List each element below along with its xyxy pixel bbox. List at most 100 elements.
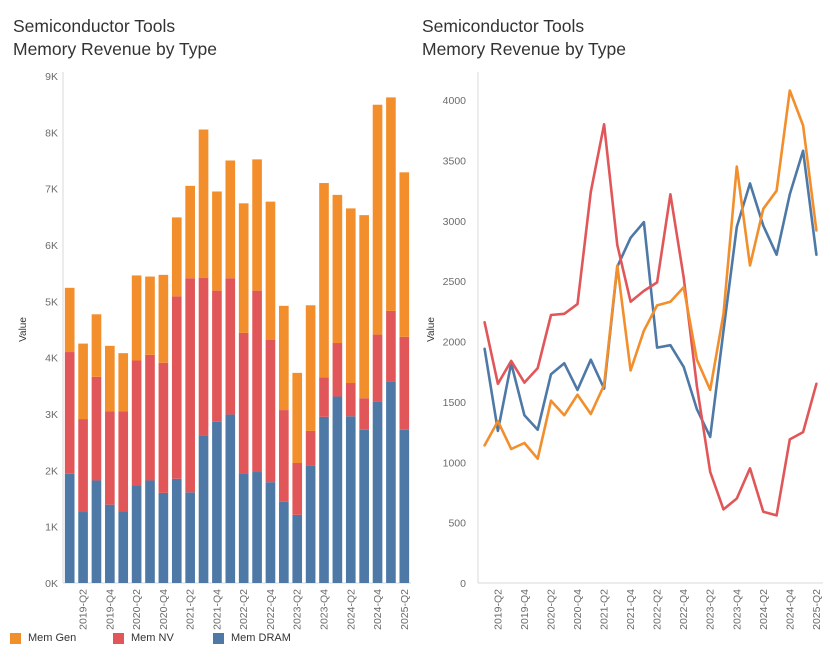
bar-mem-nv-2024-q3	[359, 398, 369, 430]
bar-mem-gen-2023-q4	[319, 183, 329, 378]
bar-mem-nv-2021-q1	[171, 296, 182, 479]
line-x-tick-label: 2023-Q2	[705, 589, 717, 630]
line-x-tick-label: 2020-Q4	[572, 589, 584, 630]
bar-mem-gen-2022-q2	[238, 203, 249, 333]
bar-mem-nv-2022-q4	[265, 339, 276, 483]
bar-y-tick-label: 2K	[45, 465, 58, 477]
bar-mem-gen-2023-q1	[279, 305, 289, 411]
line-y-tick-label: 1000	[443, 457, 467, 469]
bar-x-tick-label: 2023-Q2	[292, 589, 304, 630]
bar-mem-nv-2019-q2	[78, 419, 88, 513]
line-x-tick-label: 2021-Q2	[599, 589, 611, 630]
line-x-tick-label: 2024-Q4	[784, 589, 796, 630]
bar-mem-dram-2024-q2	[345, 416, 356, 583]
line-x-tick-label: 2024-Q2	[758, 589, 770, 630]
bar-mem-dram-2019-q2	[78, 512, 88, 583]
legend-swatch-mem-nv	[113, 632, 124, 644]
bar-mem-gen-2022-q4	[265, 201, 276, 340]
line-y-tick-label: 0	[460, 578, 466, 590]
bar-mem-dram-2024-q3	[359, 429, 369, 583]
bar-mem-gen-2022-q1	[225, 160, 236, 279]
bar-x-tick-label: 2022-Q4	[265, 589, 277, 630]
bar-x-tick-label: 2024-Q2	[345, 589, 357, 630]
bar-mem-dram-2022-q1	[225, 414, 236, 583]
bar-mem-dram-2022-q3	[252, 472, 262, 583]
line-y-tick-label: 3500	[443, 156, 467, 168]
bar-mem-dram-2023-q3	[305, 465, 316, 583]
line-y-tick-label: 3000	[443, 216, 467, 228]
bar-mem-nv-2023-q2	[292, 463, 303, 515]
bar-mem-dram-2024-q1	[332, 396, 343, 583]
bar-mem-nv-2020-q2	[131, 360, 142, 486]
bar-mem-gen-2023-q2	[292, 372, 303, 464]
bar-mem-dram-2019-q1	[64, 473, 75, 583]
bar-mem-gen-2019-q4	[105, 345, 115, 412]
bar-mem-dram-2022-q4	[265, 482, 276, 583]
legend-item-mem-nv[interactable]: Mem NV	[113, 632, 174, 644]
line-x-tick-label: 2020-Q2	[545, 589, 557, 630]
line-chart: Value 0 500 1000 1500 2000 2500 3000 3500 4000 201…	[426, 72, 823, 630]
bar-x-tick-label: 2022-Q2	[238, 589, 250, 630]
line-y-tick-label: 2000	[443, 337, 467, 349]
bar-mem-gen-2023-q3	[305, 305, 316, 431]
bar-mem-gen-2019-q2	[78, 343, 88, 420]
left-chart-title: Semiconductor Tools Memory Revenue by Ty…	[13, 15, 217, 61]
bar-mem-dram-2023-q2	[292, 514, 303, 583]
bar-mem-dram-2021-q4	[212, 421, 222, 583]
bar-mem-dram-2019-q3	[91, 480, 102, 583]
line-series-mem-gen	[483, 89, 818, 461]
bar-y-tick-label: 7K	[45, 184, 58, 196]
bar-mem-dram-2020-q1	[118, 511, 129, 583]
line-x-tick-label: 2022-Q4	[678, 589, 690, 630]
bar-mem-gen-2020-q3	[145, 276, 155, 355]
bar-y-tick-label: 5K	[45, 296, 58, 308]
bar-mem-nv-2020-q1	[118, 411, 129, 512]
bar-mem-nv-2021-q4	[212, 290, 222, 422]
left-title-line2: Memory Revenue by Type	[13, 39, 217, 59]
line-y-axis-label: Value	[426, 317, 437, 342]
line-y-tick-label: 2500	[443, 276, 467, 288]
bar-mem-dram-2025-q1	[386, 381, 396, 583]
bar-x-tick-label: 2019-Q2	[78, 589, 90, 630]
bar-mem-nv-2022-q1	[225, 278, 236, 415]
bar-mem-nv-2023-q4	[319, 377, 329, 417]
legend-item-mem-gen[interactable]: Mem Gen	[10, 632, 76, 644]
bar-mem-dram-2023-q4	[319, 416, 329, 583]
bar-mem-gen-2025-q1	[386, 97, 396, 311]
legend-label-mem-dram: Mem DRAM	[231, 632, 291, 644]
bar-mem-nv-2019-q1	[64, 352, 75, 474]
bar-mem-nv-2022-q3	[252, 290, 262, 473]
bar-mem-nv-2021-q2	[185, 278, 195, 493]
bar-mem-nv-2020-q4	[158, 362, 169, 493]
bar-mem-nv-2021-q3	[198, 277, 209, 436]
bar-mem-gen-2020-q1	[118, 353, 129, 412]
bar-x-tick-label: 2025-Q2	[399, 589, 411, 630]
bar-mem-gen-2021-q2	[185, 185, 195, 279]
legend-label-mem-gen: Mem Gen	[28, 632, 77, 644]
stacked-bar-chart: Value 0K 1K 2K 3K 4K 5K 6K 7K 8K 9K 2019-Q2 2019-Q4 2…	[18, 71, 411, 630]
bar-mem-nv-2019-q4	[105, 411, 115, 505]
legend-item-mem-dram[interactable]: Mem DRAM	[213, 632, 291, 644]
bar-mem-gen-2024-q4	[372, 104, 383, 335]
bar-y-tick-label: 4K	[45, 353, 58, 365]
bar-x-tick-label: 2020-Q2	[131, 589, 143, 630]
legend-label-mem-nv: Mem NV	[131, 632, 174, 644]
bar-mem-dram-2021-q2	[185, 492, 195, 583]
bar-mem-gen-2021-q3	[198, 129, 209, 278]
line-x-tick-label: 2025-Q2	[811, 589, 823, 630]
line-x-tick-label: 2023-Q4	[731, 589, 743, 630]
bar-x-tick-label: 2021-Q4	[211, 589, 223, 630]
bar-y-tick-label: 8K	[45, 127, 58, 139]
bar-mem-dram-2025-q2	[399, 429, 410, 583]
bar-mem-gen-2021-q1	[171, 217, 182, 297]
bar-mem-nv-2025-q1	[386, 310, 396, 382]
bar-mem-nv-2019-q3	[91, 376, 102, 481]
legend-swatch-mem-dram	[213, 632, 224, 644]
line-x-tick-label: 2019-Q2	[492, 589, 504, 630]
bar-y-tick-label: 3K	[45, 409, 58, 421]
bar-mem-dram-2021-q1	[171, 478, 182, 583]
bar-mem-gen-2024-q2	[345, 208, 356, 384]
bar-y-tick-label: 9K	[45, 71, 58, 83]
bar-x-tick-label: 2023-Q4	[319, 589, 331, 630]
bar-mem-nv-2024-q2	[345, 383, 356, 417]
